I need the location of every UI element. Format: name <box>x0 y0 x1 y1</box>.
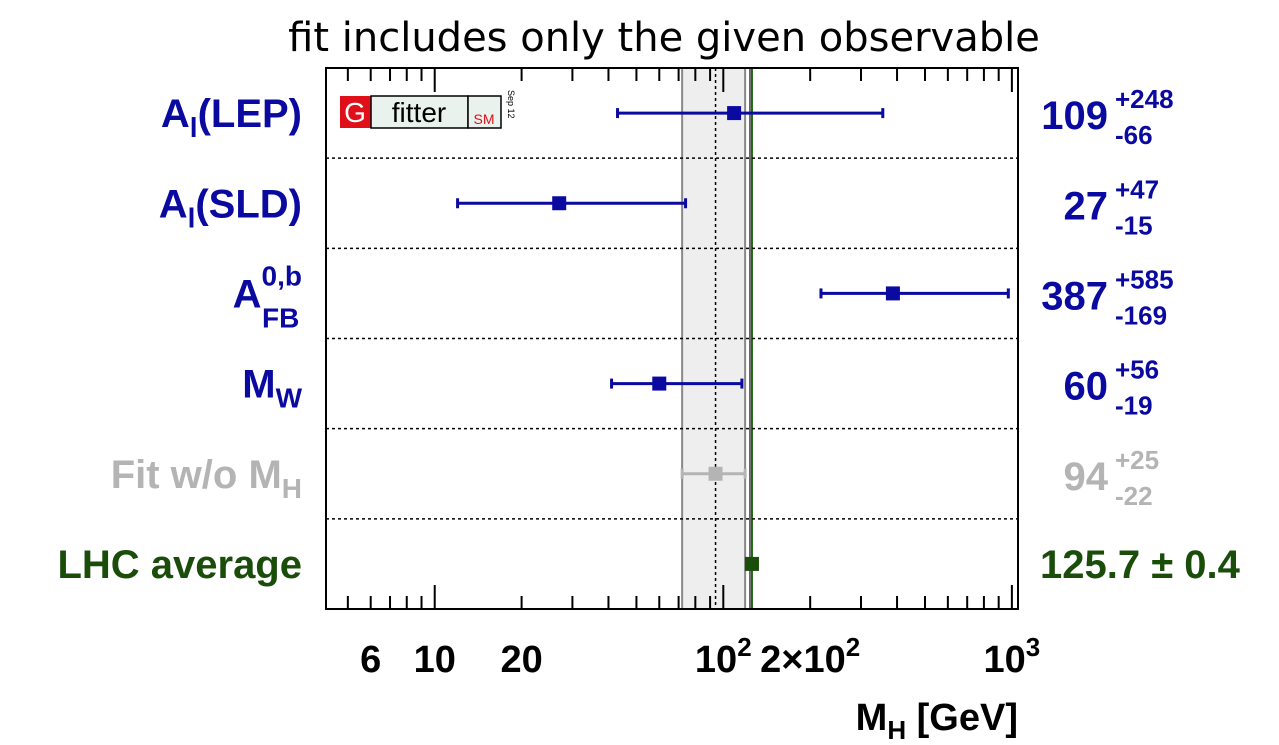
x-tick-label-base: 2×10 <box>760 639 846 681</box>
row-value: 109 <box>1041 94 1108 138</box>
row-label: MW <box>242 363 302 414</box>
logo-fitter-word: fitter <box>392 97 446 128</box>
row-label-main: Fit w/o M <box>111 453 282 497</box>
x-tick-label-base: 10 <box>695 639 737 681</box>
data-point <box>727 106 742 121</box>
row-label-main: M <box>242 363 275 407</box>
logo-sm-tag: SM <box>474 111 495 127</box>
logo-sm-box <box>467 95 502 129</box>
row-value: 94 <box>1064 455 1109 499</box>
logo-date: Sep 12 <box>506 90 516 119</box>
data-point <box>744 556 759 571</box>
row-value: 60 <box>1064 365 1109 409</box>
data-point <box>652 376 667 391</box>
row-label-main: A <box>159 182 188 226</box>
x-tick-label: 20 <box>500 639 542 681</box>
row-label-main: LHC average <box>57 543 302 587</box>
x-tick-label: 6 <box>360 639 381 681</box>
row-label: Al(LEP) <box>161 92 302 143</box>
row-label-subscript: FB <box>262 302 299 333</box>
row-error-up: +56 <box>1115 355 1159 385</box>
row-label-subscript: H <box>282 473 302 504</box>
row-label-main: A <box>233 272 262 316</box>
plot-frame <box>325 67 1019 610</box>
x-tick-label-base: 6 <box>360 639 381 681</box>
row-error-down: -22 <box>1115 481 1153 511</box>
x-tick-label-exponent: 2 <box>737 632 751 662</box>
row-error-up: +248 <box>1115 84 1174 114</box>
logo-g-box <box>340 96 371 128</box>
row-error-down: -66 <box>1115 120 1153 150</box>
row-label: Fit w/o MH <box>111 453 302 504</box>
row-label-tail: (SLD) <box>195 182 302 226</box>
row-value: 387 <box>1041 274 1108 318</box>
x-tick-label-base: 10 <box>414 639 456 681</box>
logo-g-letter: G <box>344 97 366 128</box>
data-point <box>552 196 567 211</box>
row-value: 125.7 ± 0.4 <box>1040 543 1241 587</box>
row-label: Al(SLD) <box>159 182 302 233</box>
row-label: LHC average <box>57 543 302 587</box>
row-label-subscript: l <box>188 202 196 233</box>
x-tick-label-exponent: 3 <box>1026 632 1040 662</box>
row-error-up: +25 <box>1115 445 1159 475</box>
x-axis-label-subscript: H <box>887 715 906 745</box>
x-axis-label: MH [GeV] <box>856 697 1018 745</box>
x-tick-label: 102 <box>695 632 752 681</box>
x-tick-label-base: 10 <box>984 639 1026 681</box>
row-error-down: -19 <box>1115 391 1153 421</box>
row-error-up: +47 <box>1115 174 1159 204</box>
x-axis-label-symbol: M <box>856 697 888 739</box>
row-label-superscript: 0,b <box>262 260 302 291</box>
row-value: 27 <box>1064 184 1109 228</box>
data-point <box>885 286 900 301</box>
row-label: A0,b FB <box>233 260 302 333</box>
row-error-up: +585 <box>1115 264 1174 294</box>
row-label-tail: (LEP) <box>198 92 302 136</box>
x-tick-label: 2×102 <box>760 632 860 681</box>
x-tick-label-base: 20 <box>500 639 542 681</box>
row-label-main: A <box>161 92 190 136</box>
logo-fitter-box <box>370 95 469 129</box>
row-error-down: -169 <box>1115 300 1167 330</box>
chart-title: fit includes only the given observable <box>288 15 1040 61</box>
row-error-down: -15 <box>1115 210 1153 240</box>
x-tick-label: 10 <box>414 639 456 681</box>
data-point <box>708 466 723 481</box>
x-tick-label-exponent: 2 <box>846 632 860 662</box>
x-tick-label: 103 <box>984 632 1041 681</box>
row-label-subscript: W <box>276 383 303 414</box>
x-axis-label-unit: [GeV] <box>906 697 1018 739</box>
row-label-subscript: l <box>190 112 198 143</box>
